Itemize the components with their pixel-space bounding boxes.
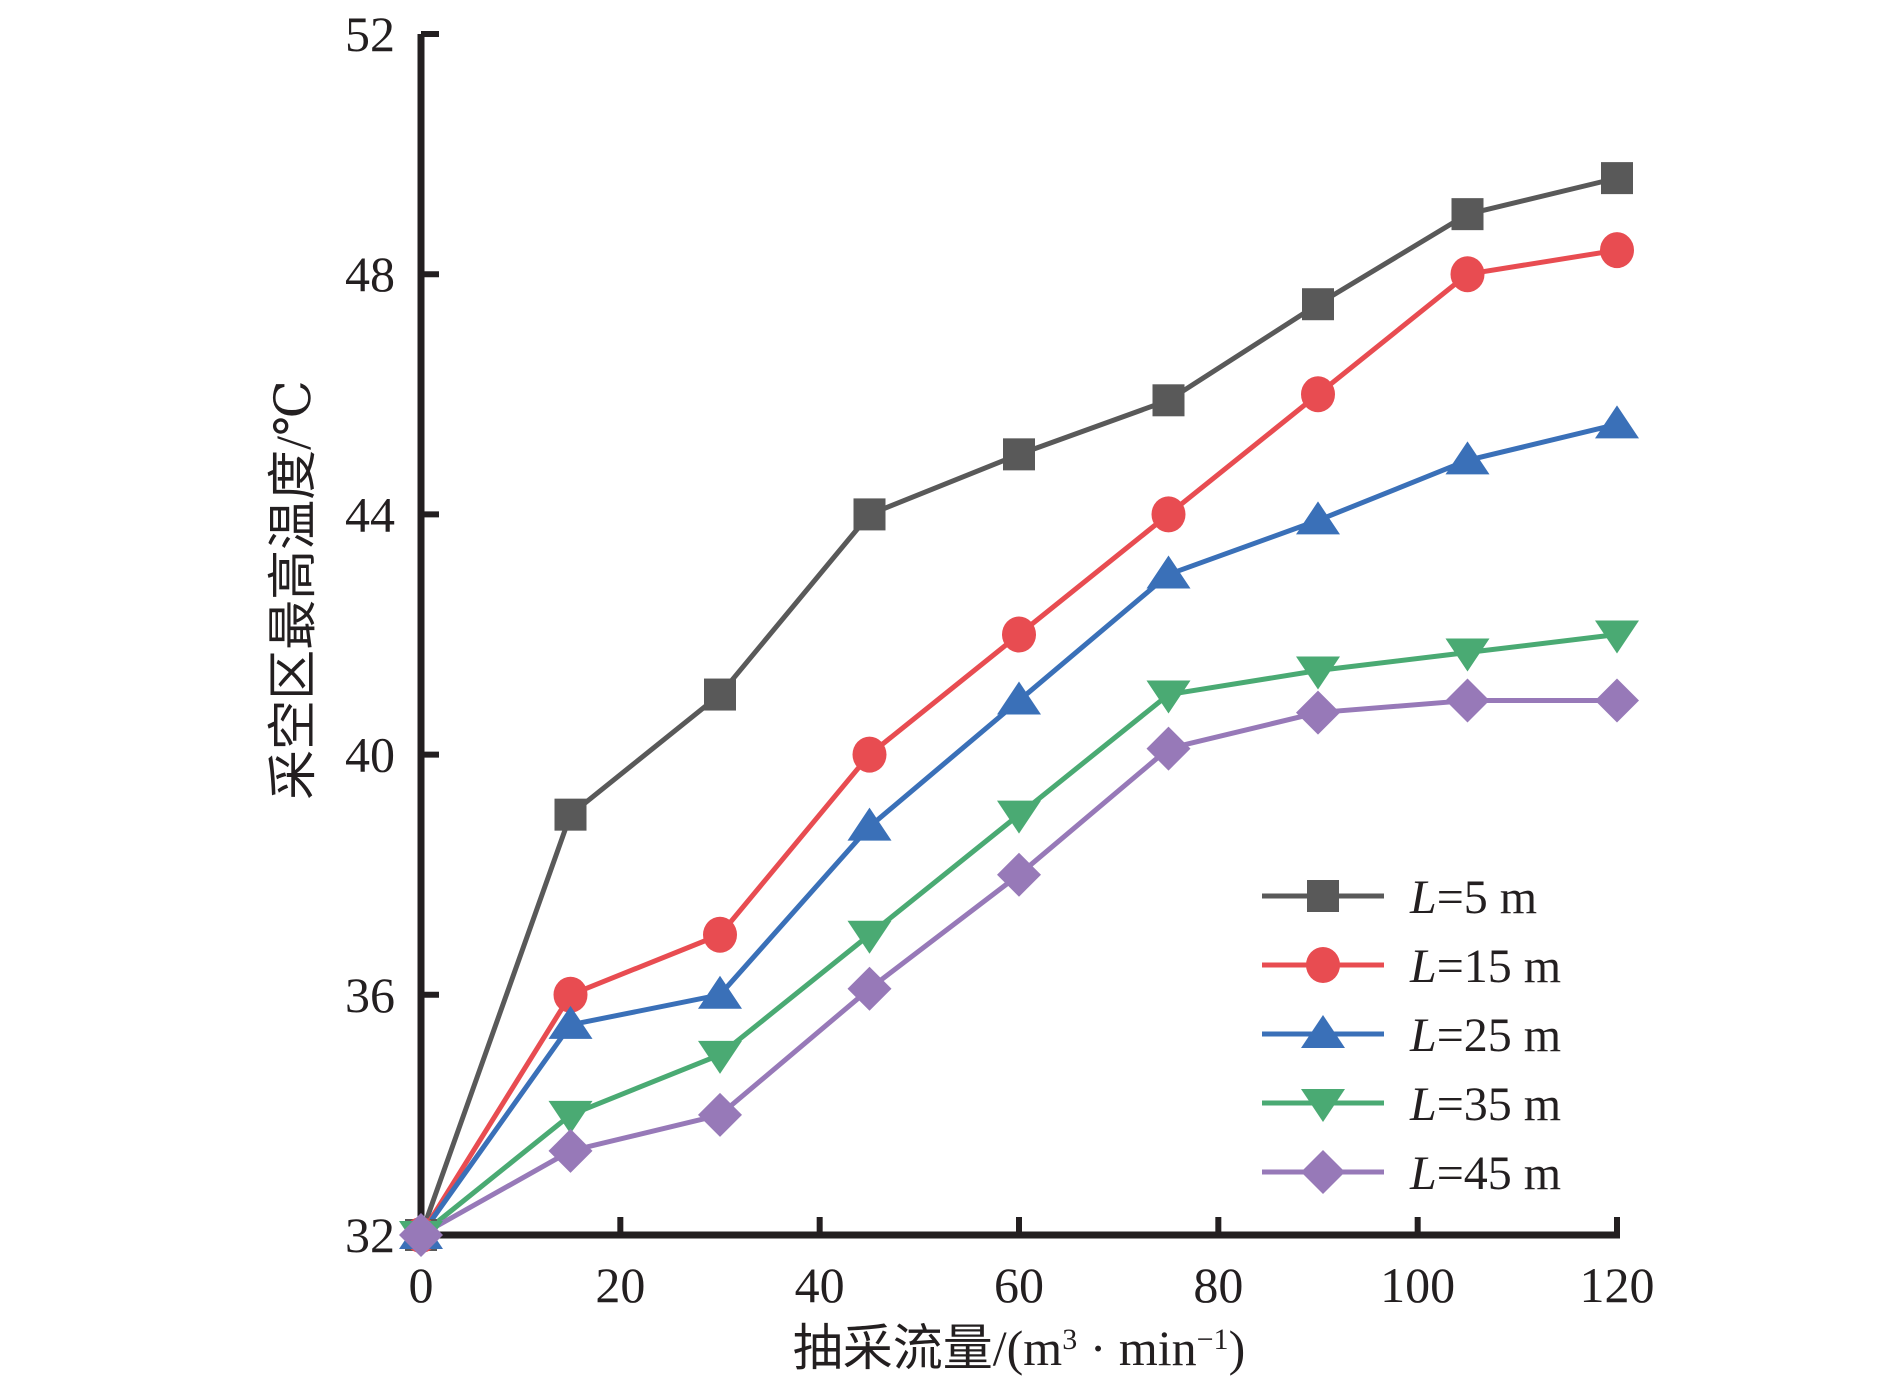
data-point <box>698 975 742 1009</box>
x-tick-label: 20 <box>595 1257 645 1313</box>
data-point <box>1146 555 1191 589</box>
data-point <box>1146 680 1191 714</box>
legend-label: L=25 m <box>1409 1009 1561 1062</box>
x-axis-title: 抽采流量/(m3 · min−1) <box>793 1320 1245 1376</box>
data-point <box>553 976 588 1013</box>
data-point <box>1296 690 1340 735</box>
legend-label: L=35 m <box>1409 1078 1561 1131</box>
y-tick-label: 48 <box>345 246 395 302</box>
series-markers <box>399 678 1639 1257</box>
data-point <box>997 681 1041 715</box>
data-point <box>1296 501 1340 535</box>
data-point <box>1595 620 1639 654</box>
axes: 32 36 40 44 48 52 0 20 40 60 80 100 120 <box>345 6 1655 1313</box>
series-layer <box>399 162 1639 1257</box>
legend-item: L=5 m <box>1262 871 1537 924</box>
y-tick-label: 40 <box>345 727 395 783</box>
legend-var: L <box>1409 871 1437 924</box>
legend-item: L=15 m <box>1262 940 1561 993</box>
legend-var: L <box>1409 940 1437 993</box>
x-axis-title-part: ) <box>1229 1320 1246 1376</box>
data-point <box>1152 384 1185 417</box>
y-axis-title: 采空区最高温度/℃ <box>265 380 321 800</box>
data-point <box>1600 232 1634 269</box>
data-point <box>698 1092 742 1137</box>
data-point <box>997 852 1041 897</box>
data-point <box>852 736 887 773</box>
data-point <box>1595 405 1639 439</box>
legend-item: L=35 m <box>1262 1078 1561 1131</box>
data-point <box>1601 162 1633 195</box>
legend-var: L <box>1409 1009 1437 1062</box>
data-point <box>1002 616 1036 653</box>
data-point <box>703 916 737 953</box>
data-point <box>399 1213 443 1257</box>
legend-item: L=45 m <box>1262 1147 1561 1200</box>
legend-rest: =25 m <box>1437 1009 1561 1062</box>
x-axis-title-part: 3 <box>1062 1323 1077 1356</box>
data-point <box>997 800 1041 834</box>
x-axis-title-part: 抽采流量/(m <box>793 1320 1063 1376</box>
data-point <box>554 798 587 831</box>
y-tick-label: 36 <box>345 967 395 1023</box>
legend-rest: =5 m <box>1437 871 1537 924</box>
legend-rest: =15 m <box>1437 940 1561 993</box>
legend-item: L=25 m <box>1262 1009 1561 1062</box>
legend-rest: =35 m <box>1437 1078 1561 1131</box>
data-point <box>1296 656 1340 690</box>
x-tick-label: 0 <box>409 1257 434 1313</box>
x-tick-label: 80 <box>1193 1257 1243 1313</box>
data-point <box>1445 678 1490 723</box>
data-point <box>1003 438 1035 471</box>
x-tick-label: 40 <box>795 1257 845 1313</box>
legend-var: L <box>1409 1147 1437 1200</box>
y-tick-label: 32 <box>345 1207 395 1263</box>
data-point <box>1301 376 1335 413</box>
data-point <box>704 678 736 711</box>
x-tick-label: 60 <box>994 1257 1044 1313</box>
data-point <box>698 1040 742 1074</box>
legend-label: L=45 m <box>1409 1147 1561 1200</box>
data-point <box>853 498 886 531</box>
data-point <box>1595 678 1639 723</box>
legend-label: L=15 m <box>1409 940 1561 993</box>
legend-marker-icon <box>1306 947 1340 983</box>
y-tick-label: 52 <box>345 6 395 62</box>
data-point <box>847 966 892 1011</box>
legend: L=5 mL=15 mL=25 mL=35 mL=45 m <box>1262 871 1561 1200</box>
legend-rest: =45 m <box>1437 1147 1561 1200</box>
legend-label: L=5 m <box>1409 871 1537 924</box>
series-markers <box>404 232 1634 1253</box>
x-axis-title-part: −1 <box>1197 1323 1229 1356</box>
legend-var: L <box>1409 1078 1437 1131</box>
data-point <box>847 920 892 954</box>
legend-marker-icon <box>1307 880 1339 912</box>
data-point <box>1445 441 1490 475</box>
data-point <box>548 1128 593 1173</box>
x-tick-label: 120 <box>1580 1257 1655 1313</box>
data-point <box>1445 638 1490 672</box>
legend-marker-icon <box>1301 1150 1345 1194</box>
data-point <box>1146 726 1191 771</box>
x-tick-label: 100 <box>1380 1257 1455 1313</box>
legend-marker-icon <box>1301 1015 1345 1048</box>
data-point <box>1450 256 1485 293</box>
data-point <box>1151 496 1186 533</box>
y-tick-label: 44 <box>345 486 395 542</box>
data-point <box>1302 288 1334 321</box>
legend-marker-icon <box>1301 1089 1345 1122</box>
data-point <box>847 807 892 841</box>
data-point <box>1451 198 1484 231</box>
data-point <box>548 1005 593 1039</box>
data-point <box>548 1100 593 1134</box>
x-axis-title-part: · min <box>1077 1320 1196 1376</box>
